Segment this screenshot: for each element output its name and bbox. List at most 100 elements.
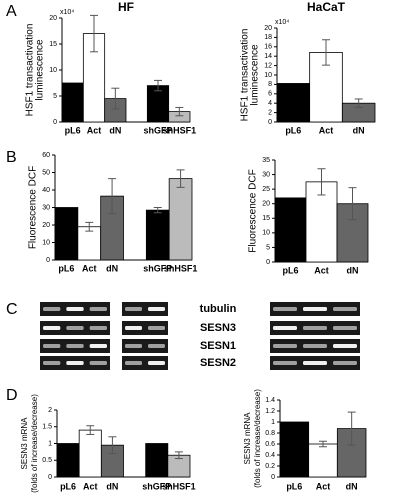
y-tick-label: 25 <box>262 186 270 193</box>
gel-band <box>303 326 327 330</box>
bar <box>61 82 84 123</box>
gel-band <box>303 307 327 311</box>
y-axis-label: Fluorescence DCF <box>248 169 259 252</box>
y-tick-label: 4 <box>268 100 272 107</box>
y-tick-label: 18 <box>264 34 272 41</box>
y-tick-label: 0.6 <box>265 441 275 448</box>
x-tick-label: Act <box>87 125 102 135</box>
y-tick-label: 40 <box>42 187 50 194</box>
y-tick-label: 0 <box>48 474 52 481</box>
y-tick-label: 14 <box>264 53 272 60</box>
y-tick-label: 30 <box>262 171 270 178</box>
y-tick-label: 8 <box>268 81 272 88</box>
y-tick-label: 0 <box>268 119 272 126</box>
gel-band <box>273 344 297 348</box>
x-tick-label: pL6 <box>58 263 74 273</box>
x-tick-label: dN <box>109 125 121 135</box>
y-tick-label: 1.4 <box>265 397 275 404</box>
y-tick-label: 35 <box>262 157 270 164</box>
gel-band <box>333 307 357 311</box>
panel-label: B <box>6 149 17 166</box>
bar <box>54 207 79 261</box>
x-tick-label: shHSF1 <box>162 481 196 491</box>
gel-strip <box>122 339 168 353</box>
chart-title: HF <box>118 0 134 14</box>
gel-band <box>273 361 297 365</box>
y-multiplier: x10⁴ <box>60 9 74 16</box>
panel-label: A <box>6 3 17 20</box>
gel-band <box>148 307 165 311</box>
y-axis-label: SESN3 mRNA <box>243 412 252 465</box>
bar <box>145 209 170 261</box>
x-tick-label: dN <box>347 265 359 275</box>
gel-band <box>333 344 357 348</box>
y-axis-label: (folds of increase/decrease) <box>30 394 39 493</box>
y-tick-label: 0.5 <box>42 457 52 464</box>
x-tick-label: Act <box>319 125 334 135</box>
bar <box>145 443 169 478</box>
gel-band <box>66 344 84 348</box>
x-tick-label: shGFP <box>143 125 172 135</box>
gel-band <box>148 361 165 365</box>
y-tick-label: 0 <box>271 474 275 481</box>
y-tick-label: 20 <box>42 222 50 229</box>
gel-band <box>125 307 142 311</box>
y-tick-label: 5 <box>53 93 57 100</box>
gel-band <box>43 307 61 311</box>
y-tick-label: 10 <box>262 230 270 237</box>
y-tick-label: 60 <box>42 152 50 159</box>
y-tick-label: 0.8 <box>265 430 275 437</box>
chart-title: HaCaT <box>307 0 346 14</box>
y-tick-label: 10 <box>49 67 57 74</box>
gel-band <box>303 344 327 348</box>
gel-label: SESN3 <box>200 322 236 334</box>
y-axis-label: SESN3 mRNA <box>20 417 29 470</box>
x-tick-label: Act <box>83 481 98 491</box>
y-tick-label: 2 <box>268 109 272 116</box>
y-axis-label: luminescence <box>250 44 261 106</box>
x-tick-label: pL6 <box>282 265 298 275</box>
y-axis-label: luminescence <box>35 39 46 101</box>
gel-band <box>148 326 165 330</box>
bar <box>56 443 80 478</box>
bar <box>336 203 369 263</box>
y-tick-label: 2 <box>48 407 52 414</box>
gel-band <box>43 326 61 330</box>
panel-label: C <box>6 301 18 318</box>
gel-band <box>43 361 61 365</box>
gel-label: SESN2 <box>200 357 236 369</box>
y-tick-label: 0 <box>266 259 270 266</box>
y-tick-label: 20 <box>262 201 270 208</box>
gel-strip <box>122 321 168 335</box>
y-tick-label: 10 <box>264 72 272 79</box>
bar <box>274 197 307 263</box>
y-tick-label: 0 <box>53 119 57 126</box>
y-tick-label: 0 <box>46 257 50 264</box>
gel-band <box>303 361 327 365</box>
gel-band <box>89 344 107 348</box>
x-tick-label: shHSF1 <box>163 125 197 135</box>
y-tick-label: 6 <box>268 91 272 98</box>
y-tick-label: 16 <box>264 44 272 51</box>
y-axis-label: (folds of increase/decrease) <box>253 389 262 488</box>
y-tick-label: 15 <box>49 41 57 48</box>
y-axis-label: Fluorescence DCF <box>28 166 39 249</box>
x-tick-label: shGFP <box>143 263 172 273</box>
y-tick-label: 0.4 <box>265 452 275 459</box>
y-tick-label: 20 <box>264 25 272 32</box>
gel-band <box>333 326 357 330</box>
x-tick-label: Act <box>316 481 331 491</box>
bar <box>308 443 338 478</box>
gel-band <box>125 344 142 348</box>
gel-label: tubulin <box>200 303 237 315</box>
y-axis-label: HSF1 transactivation <box>25 24 36 117</box>
gel-band <box>125 326 142 330</box>
y-tick-label: 5 <box>266 244 270 251</box>
y-axis-label: HSF1 transactivation <box>240 29 251 122</box>
gel-band <box>273 326 297 330</box>
gel-band <box>66 307 84 311</box>
gel-band <box>43 344 61 348</box>
x-tick-label: dN <box>346 481 358 491</box>
gel-band <box>89 307 107 311</box>
bar <box>279 421 310 478</box>
